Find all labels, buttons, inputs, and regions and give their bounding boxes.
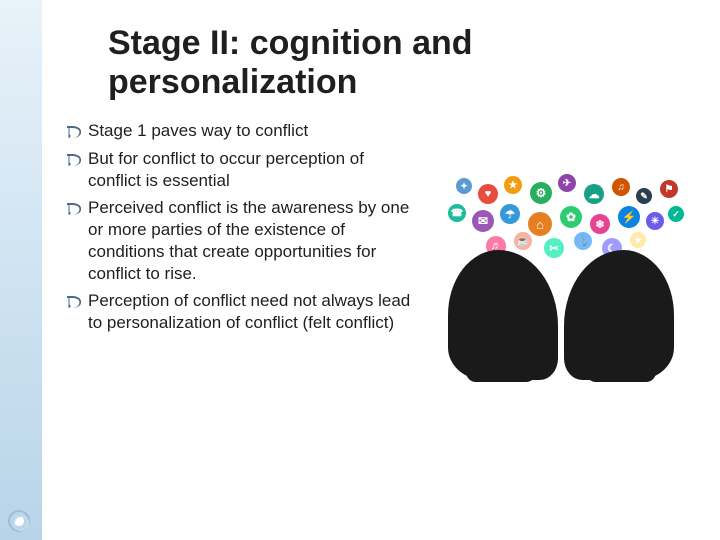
idea-bubble-icon: ★ (630, 232, 646, 248)
two-heads-illustration: ✦♥★⚙✈☁♫✎⚑☎✉☂⌂✿❄⚡☀✓♬☕✂⚓☾★ (436, 170, 686, 380)
idea-bubble-icon: ⚙ (530, 182, 552, 204)
idea-bubble-icon: ♫ (612, 178, 630, 196)
idea-bubble-icon: ⚓ (574, 232, 592, 250)
idea-bubble-icon: ☁ (584, 184, 604, 204)
idea-bubble-icon: ☂ (500, 204, 520, 224)
idea-bubble-icon: ✉ (472, 210, 494, 232)
idea-bubble-icon: ⌂ (528, 212, 552, 236)
head-silhouette-left (448, 250, 558, 380)
idea-bubble-icon: ⚡ (618, 206, 640, 228)
bullet-item: Perception of conflict need not always l… (66, 290, 414, 334)
corner-decoration-icon (8, 510, 30, 532)
bullet-item: Stage 1 paves way to conflict (66, 120, 414, 142)
illustration-container: ✦♥★⚙✈☁♫✎⚑☎✉☂⌂✿❄⚡☀✓♬☕✂⚓☾★ (432, 120, 690, 380)
slide-content: Stage II: cognition and personalization … (42, 0, 720, 540)
idea-bubble-icon: ☕ (514, 232, 532, 250)
idea-bubble-icon: ✂ (544, 238, 564, 258)
idea-bubble-icon: ☎ (448, 204, 466, 222)
bullet-list: Stage 1 paves way to conflict But for co… (114, 120, 414, 380)
body-row: Stage 1 paves way to conflict But for co… (114, 120, 690, 380)
idea-bubble-icon: ✦ (456, 178, 472, 194)
idea-bubble-icon: ✎ (636, 188, 652, 204)
idea-bubble-icon: ♥ (478, 184, 498, 204)
bullet-item: But for conflict to occur perception of … (66, 148, 414, 192)
slide-title: Stage II: cognition and personalization (108, 24, 690, 102)
bullet-item: Perceived conflict is the awareness by o… (66, 197, 414, 284)
idea-bubble-icon: ✓ (668, 206, 684, 222)
idea-bubble-icon: ☀ (646, 212, 664, 230)
idea-bubble-icon: ⚑ (660, 180, 678, 198)
idea-bubble-icon: ★ (504, 176, 522, 194)
side-accent-bar (0, 0, 42, 540)
idea-bubble-icon: ✈ (558, 174, 576, 192)
idea-bubble-icon: ✿ (560, 206, 582, 228)
head-silhouette-right (564, 250, 674, 380)
idea-bubble-icon: ❄ (590, 214, 610, 234)
